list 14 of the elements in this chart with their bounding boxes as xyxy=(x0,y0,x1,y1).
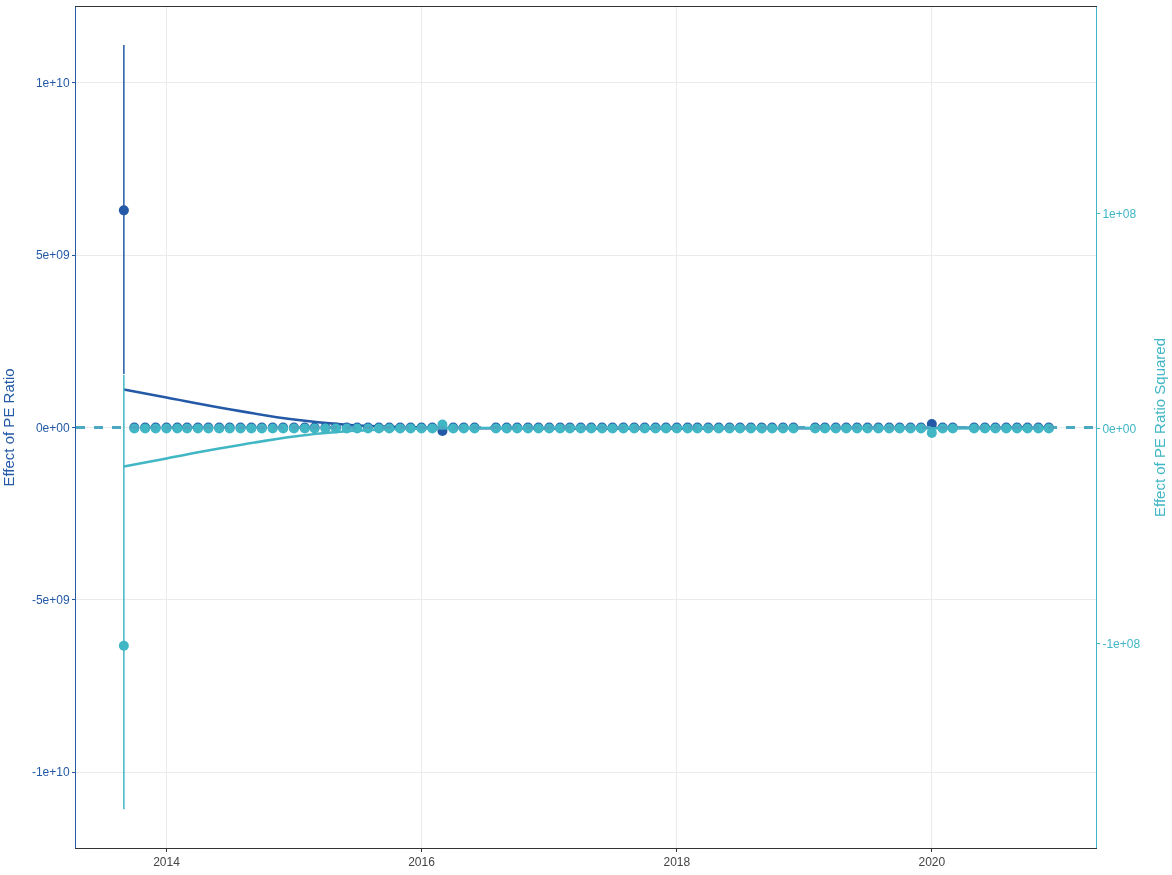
x-tick-label: 2014 xyxy=(153,855,181,870)
y-tick-label: 0e+00 xyxy=(35,420,70,435)
x-tick-label: 2016 xyxy=(408,855,436,870)
y-tick-label: 5e+09 xyxy=(35,248,70,263)
y-tick-label: -5e+09 xyxy=(31,593,70,608)
y2-axis-title: Effect of PE Ratio Squared xyxy=(1151,338,1169,517)
y2-tick-label: 1e+08 xyxy=(1102,206,1137,221)
y-tick-label: 1e+10 xyxy=(35,76,70,91)
x-tick-label: 2018 xyxy=(663,855,691,870)
x-tick-label: 2020 xyxy=(918,855,946,870)
y2-tick-label: 0e+00 xyxy=(1102,421,1137,436)
y-tick-label: -1e+10 xyxy=(31,765,70,780)
y2-tick-label: -1e+08 xyxy=(1102,636,1141,651)
y-axis-title: Effect of PE Ratio xyxy=(0,368,17,487)
